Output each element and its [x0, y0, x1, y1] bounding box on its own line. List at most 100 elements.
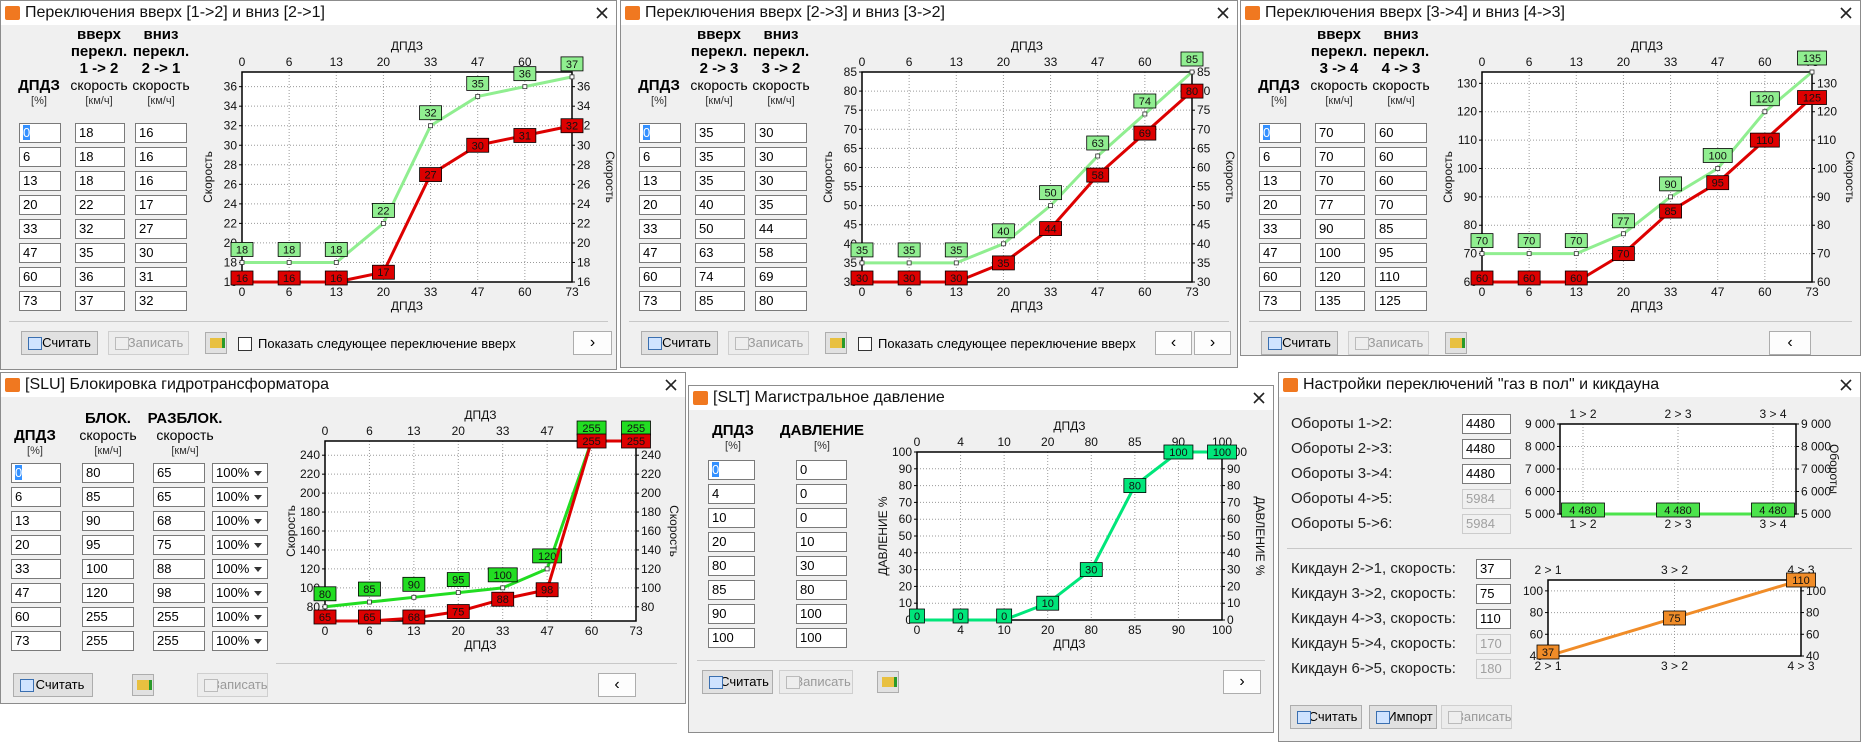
text-input[interactable]: 60 — [639, 267, 681, 287]
text-input[interactable]: 77 — [1315, 195, 1365, 215]
text-input[interactable]: 47 — [1259, 243, 1301, 263]
text-input[interactable]: 120 — [82, 583, 134, 603]
dropdown[interactable]: 100% — [212, 511, 268, 531]
close-button[interactable] — [1840, 379, 1852, 391]
text-input[interactable]: 20 — [708, 532, 755, 552]
text-input[interactable]: 95 — [82, 535, 134, 555]
text-input[interactable]: 100 — [708, 628, 755, 648]
text-input[interactable]: 33 — [19, 219, 61, 239]
text-input[interactable]: 4480 — [1462, 414, 1511, 434]
text-input[interactable]: 18 — [75, 123, 125, 143]
text-input[interactable]: 5984 — [1462, 489, 1511, 509]
text-input[interactable]: 0 — [639, 123, 681, 143]
dropdown[interactable]: 100% — [212, 583, 268, 603]
text-input[interactable]: 35 — [695, 123, 745, 143]
close-button[interactable] — [1253, 392, 1265, 404]
text-input[interactable]: 65 — [153, 487, 205, 507]
button[interactable]: Считать — [1261, 331, 1338, 355]
text-input[interactable]: 100 — [796, 604, 847, 624]
text-input[interactable]: 16 — [135, 147, 187, 167]
text-input[interactable]: 60 — [1375, 147, 1427, 167]
text-input[interactable]: 33 — [639, 219, 681, 239]
text-input[interactable]: 30 — [755, 171, 807, 191]
text-input[interactable]: 4 — [708, 484, 755, 504]
text-input[interactable]: 90 — [1315, 219, 1365, 239]
text-input[interactable]: 100 — [796, 628, 847, 648]
text-input[interactable]: 255 — [82, 631, 134, 651]
text-input[interactable]: 63 — [695, 243, 745, 263]
text-input[interactable]: 0 — [796, 484, 847, 504]
nav-button[interactable]: ‹ — [598, 673, 636, 697]
text-input[interactable]: 58 — [755, 243, 807, 263]
text-input[interactable]: 73 — [639, 291, 681, 311]
close-button[interactable] — [1840, 7, 1852, 19]
text-input[interactable]: 10 — [708, 508, 755, 528]
text-input[interactable]: 47 — [19, 243, 61, 263]
button[interactable]: Считать — [702, 670, 773, 694]
text-input[interactable]: 60 — [1375, 123, 1427, 143]
text-input[interactable]: 20 — [639, 195, 681, 215]
text-input[interactable]: 47 — [639, 243, 681, 263]
text-input[interactable]: 35 — [695, 147, 745, 167]
text-input[interactable]: 85 — [708, 580, 755, 600]
text-input[interactable]: 30 — [755, 123, 807, 143]
text-input[interactable]: 73 — [11, 631, 61, 651]
text-input[interactable]: 31 — [135, 267, 187, 287]
text-input[interactable]: 80 — [796, 580, 847, 600]
checkbox[interactable] — [238, 337, 252, 351]
button[interactable]: Импорт — [1369, 705, 1437, 729]
text-input[interactable]: 80 — [708, 556, 755, 576]
dropdown[interactable]: 100% — [212, 607, 268, 627]
text-input[interactable]: 70 — [1315, 171, 1365, 191]
text-input[interactable]: 37 — [75, 291, 125, 311]
text-input[interactable]: 70 — [1315, 147, 1365, 167]
dropdown[interactable]: 100% — [212, 535, 268, 555]
text-input[interactable]: 85 — [1375, 219, 1427, 239]
text-input[interactable]: 90 — [708, 604, 755, 624]
text-input[interactable]: 255 — [82, 607, 134, 627]
text-input[interactable]: 4480 — [1462, 439, 1511, 459]
text-input[interactable]: 60 — [19, 267, 61, 287]
text-input[interactable]: 65 — [153, 463, 205, 483]
text-input[interactable]: 6 — [1259, 147, 1301, 167]
text-input[interactable]: 110 — [1375, 267, 1427, 287]
button[interactable]: Считать — [13, 673, 93, 697]
text-input[interactable]: 5984 — [1462, 514, 1511, 534]
text-input[interactable]: 60 — [1259, 267, 1301, 287]
text-input[interactable]: 69 — [755, 267, 807, 287]
text-input[interactable]: 13 — [1259, 171, 1301, 191]
text-input[interactable]: 50 — [695, 219, 745, 239]
button[interactable]: Считать — [21, 331, 98, 355]
text-input[interactable]: 90 — [82, 511, 134, 531]
text-input[interactable]: 180 — [1476, 659, 1511, 679]
nav-button[interactable]: › — [1223, 670, 1261, 694]
text-input[interactable]: 35 — [755, 195, 807, 215]
text-input[interactable]: 98 — [153, 583, 205, 603]
text-input[interactable]: 60 — [11, 607, 61, 627]
text-input[interactable]: 32 — [135, 291, 187, 311]
text-input[interactable]: 13 — [11, 511, 61, 531]
text-input[interactable]: 32 — [75, 219, 125, 239]
text-input[interactable]: 125 — [1375, 291, 1427, 311]
nav-button[interactable]: ‹ — [1769, 331, 1811, 355]
text-input[interactable]: 170 — [1476, 634, 1511, 654]
text-input[interactable]: 47 — [11, 583, 61, 603]
button[interactable]: Считать — [641, 331, 718, 355]
text-input[interactable]: 85 — [82, 487, 134, 507]
text-input[interactable]: 75 — [153, 535, 205, 555]
text-input[interactable]: 70 — [1375, 195, 1427, 215]
text-input[interactable]: 70 — [1315, 123, 1365, 143]
text-input[interactable]: 18 — [75, 171, 125, 191]
text-input[interactable]: 73 — [1259, 291, 1301, 311]
close-button[interactable] — [596, 7, 608, 19]
nav-button[interactable]: › — [573, 331, 612, 355]
text-input[interactable]: 36 — [75, 267, 125, 287]
text-input[interactable]: 13 — [19, 171, 61, 191]
text-input[interactable]: 255 — [153, 631, 205, 651]
text-input[interactable]: 44 — [755, 219, 807, 239]
text-input[interactable]: 110 — [1476, 609, 1511, 629]
text-input[interactable]: 6 — [19, 147, 61, 167]
text-input[interactable]: 68 — [153, 511, 205, 531]
text-input[interactable]: 16 — [135, 123, 187, 143]
text-input[interactable]: 74 — [695, 267, 745, 287]
